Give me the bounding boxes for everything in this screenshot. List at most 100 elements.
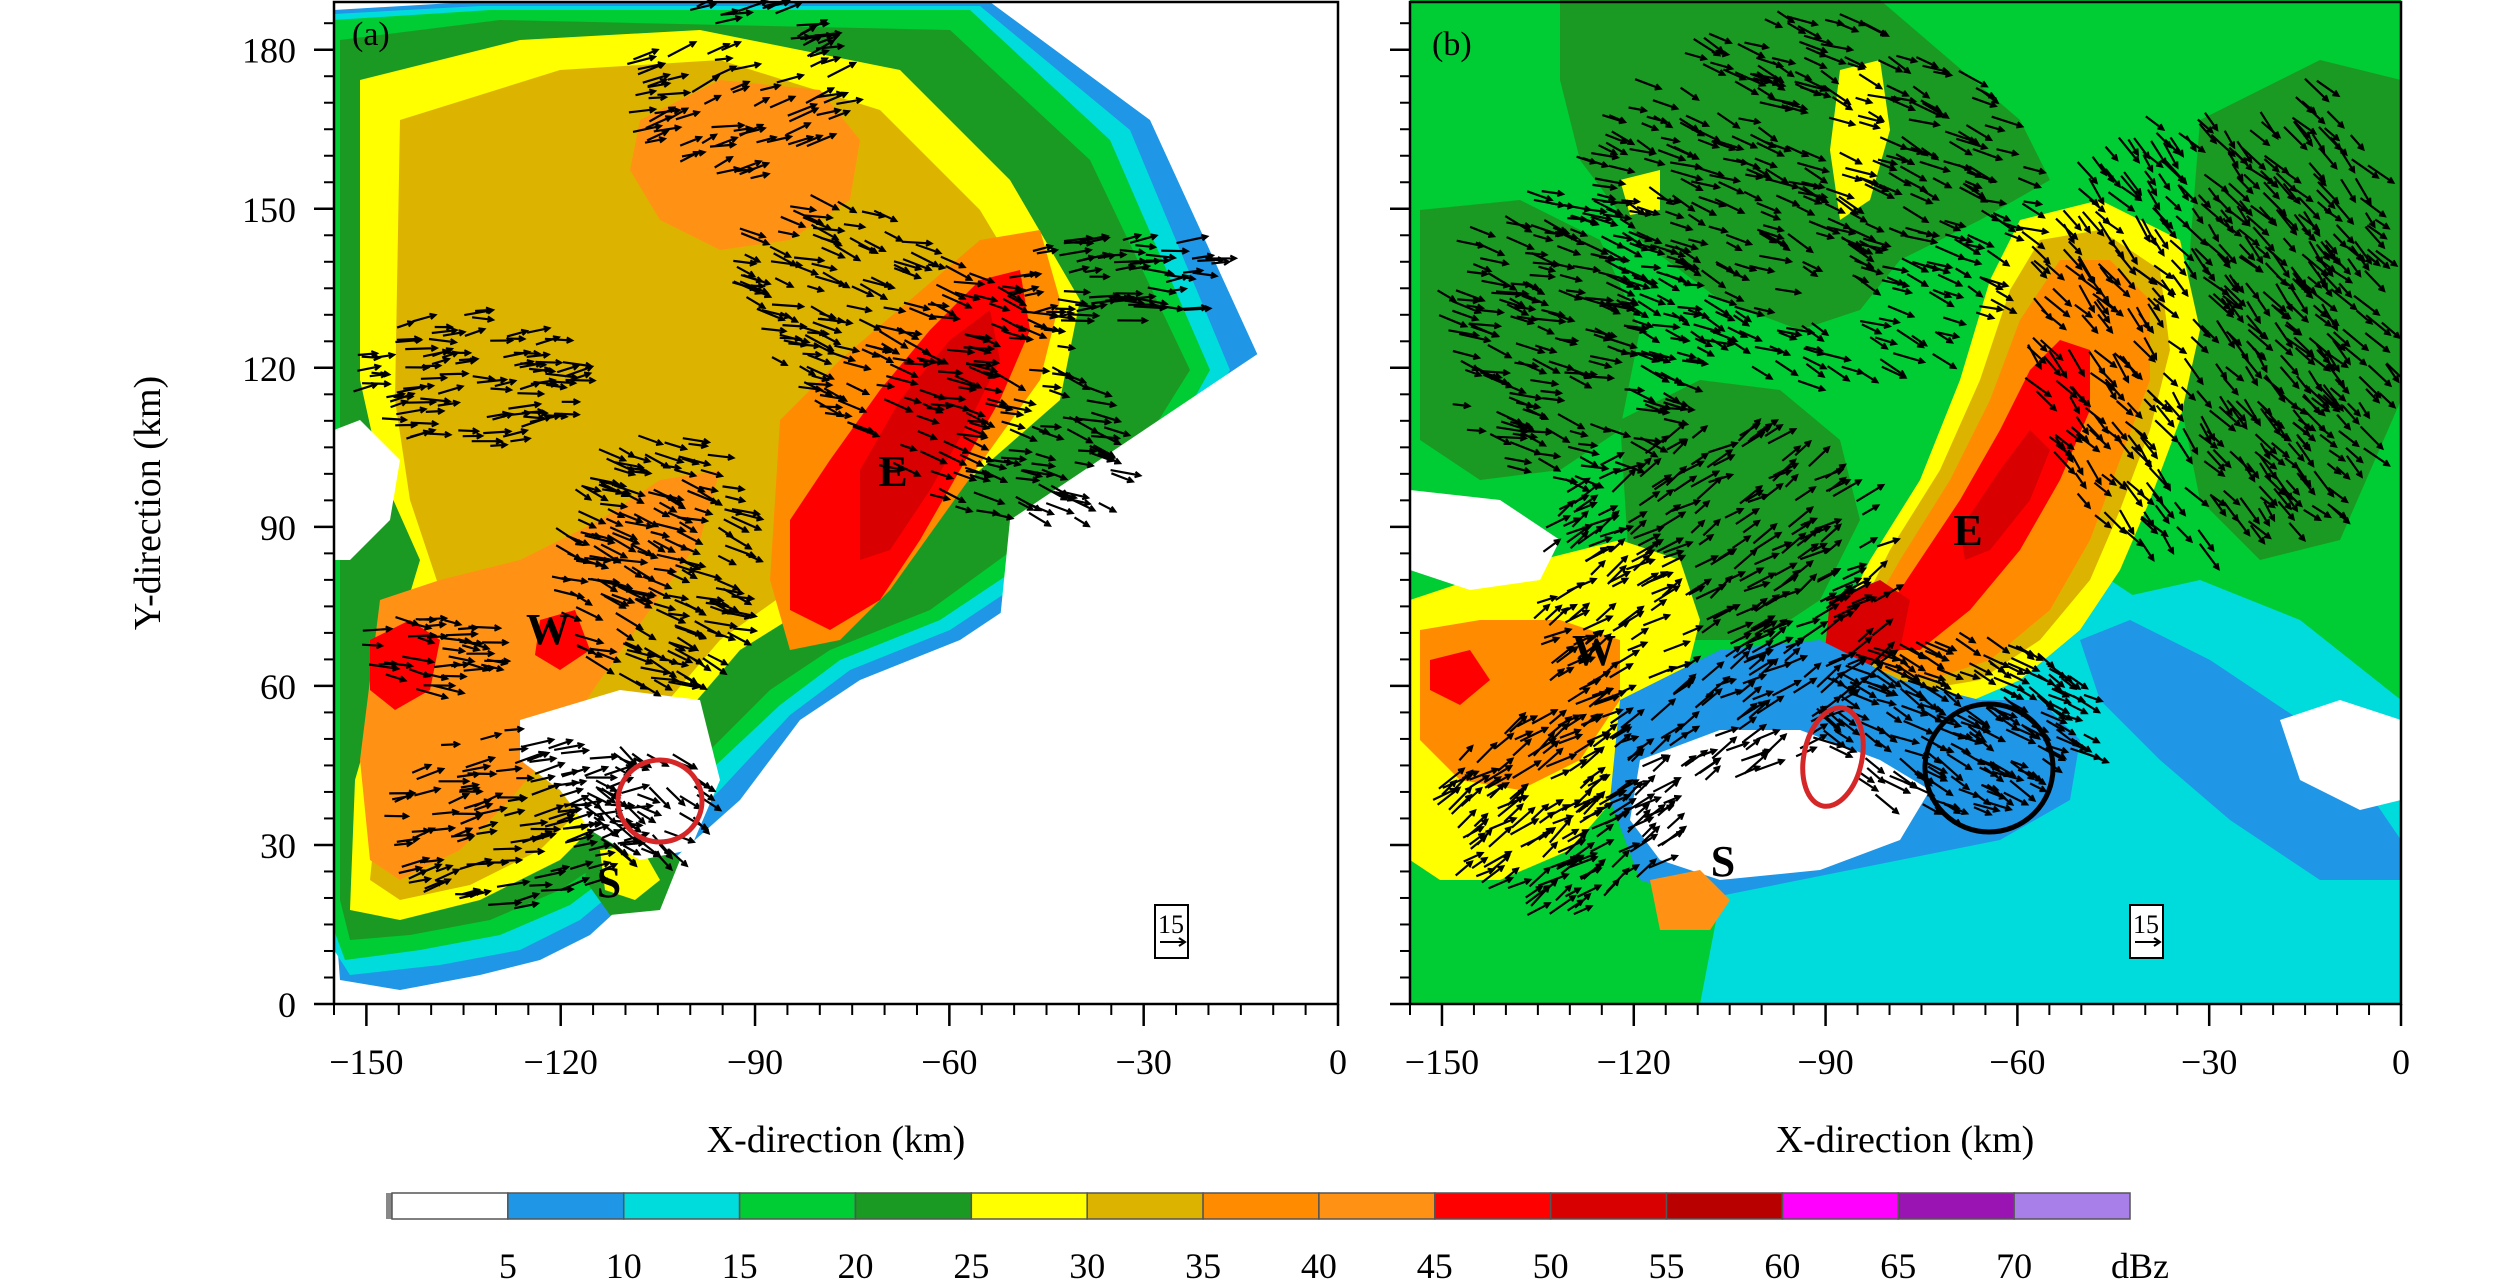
wind-arrow <box>1690 470 1721 488</box>
wind-arrow <box>1738 716 1758 731</box>
wind-arrow <box>1676 351 1698 360</box>
wind-arrow <box>2224 274 2239 294</box>
wind-arrow <box>2098 367 2118 388</box>
wind-arrow <box>1509 391 1544 402</box>
panel-b-reference-vector: 15 <box>2129 904 2164 959</box>
wind-arrow <box>1609 663 1634 679</box>
wind-arrow <box>503 349 532 359</box>
wind-arrow <box>700 468 725 479</box>
wind-arrow <box>545 372 579 381</box>
wind-arrow <box>2004 232 2025 242</box>
wind-arrow <box>1932 352 1958 370</box>
wind-arrow <box>1771 60 1795 78</box>
wind-arrow <box>1703 298 1731 317</box>
wind-arrow <box>559 876 591 892</box>
wind-arrow <box>723 518 750 533</box>
wind-arrow <box>2354 240 2373 265</box>
wind-arrow <box>622 844 642 856</box>
wind-arrow <box>1586 731 1611 743</box>
colorbar-swatch <box>854 1192 973 1220</box>
wind-arrow <box>2240 146 2267 171</box>
wind-arrow <box>1650 698 1677 722</box>
wind-arrow <box>510 435 532 443</box>
wind-arrow <box>1618 605 1645 627</box>
wind-arrow <box>2194 247 2214 267</box>
wind-arrow <box>2033 259 2052 275</box>
wind-arrow <box>707 42 731 55</box>
wind-arrow <box>1115 289 1144 298</box>
wind-arrow <box>1616 779 1634 792</box>
wind-arrow <box>1743 723 1768 743</box>
wind-arrow <box>916 414 940 425</box>
wind-arrow <box>1955 267 1973 279</box>
wind-arrow <box>1695 584 1727 600</box>
wind-arrow <box>1814 603 1840 620</box>
wind-arrow <box>1743 190 1763 202</box>
wind-arrow <box>1661 577 1683 597</box>
wind-arrow <box>1528 866 1552 888</box>
wind-arrow <box>681 149 707 158</box>
wind-arrow <box>742 273 765 284</box>
wind-arrow <box>442 646 467 655</box>
wind-arrow <box>707 653 729 666</box>
wind-arrow <box>2007 662 2033 675</box>
wind-arrow <box>1796 525 1824 547</box>
wind-arrow <box>1556 244 1582 256</box>
wind-arrow <box>2364 270 2386 293</box>
wind-arrow <box>2154 228 2169 250</box>
wind-arrow <box>1001 317 1027 332</box>
wind-arrow <box>1566 577 1598 593</box>
wind-arrow <box>1000 410 1025 418</box>
wind-arrow <box>1606 554 1629 578</box>
wind-arrow <box>1507 464 1533 475</box>
wind-arrow <box>2244 365 2259 387</box>
wind-arrow <box>754 289 773 299</box>
wind-arrow <box>2028 772 2047 786</box>
wind-arrow <box>1856 483 1886 503</box>
wind-arrow <box>648 786 671 810</box>
wind-arrow <box>1736 702 1758 721</box>
wind-arrow <box>2307 275 2323 289</box>
wind-arrow <box>2065 429 2083 444</box>
wind-arrow <box>431 327 459 335</box>
wind-arrow <box>1133 304 1168 312</box>
wind-arrow <box>938 487 967 504</box>
wind-arrow <box>606 457 637 473</box>
wind-arrow <box>1476 741 1498 764</box>
wind-arrow <box>1122 232 1143 242</box>
wind-arrow <box>466 649 496 658</box>
wind-arrow <box>1846 595 1878 609</box>
wind-arrow <box>2385 362 2401 379</box>
wind-arrow <box>1808 220 1841 235</box>
wind-arrow <box>921 350 950 365</box>
wind-arrow <box>1164 273 1197 282</box>
wind-arrow <box>665 786 686 807</box>
wind-arrow <box>585 655 615 675</box>
wind-arrow <box>738 512 765 522</box>
wind-arrow <box>1489 433 1512 445</box>
wind-arrow <box>2127 138 2140 157</box>
wind-arrow <box>1657 149 1687 162</box>
wind-arrow <box>2264 262 2288 287</box>
wind-arrow <box>1469 767 1500 781</box>
wind-arrow <box>598 652 622 664</box>
colorbar-tick-label: 30 <box>1069 1246 1105 1283</box>
wind-arrow <box>2146 180 2158 197</box>
wind-arrow <box>933 395 967 403</box>
wind-arrow <box>2138 491 2155 506</box>
wind-arrow <box>2374 218 2391 230</box>
wind-arrow <box>1641 263 1662 272</box>
wind-arrow <box>1652 754 1671 773</box>
wind-arrow <box>666 571 691 584</box>
wind-arrow <box>1598 468 1622 480</box>
wind-arrow <box>514 359 535 367</box>
wind-arrow <box>669 107 690 120</box>
wind-arrow <box>1764 232 1791 252</box>
wind-arrow <box>2223 189 2248 213</box>
wind-arrow <box>1822 715 1842 733</box>
wind-arrow <box>946 377 980 390</box>
wind-arrow <box>1466 818 1490 838</box>
panel-b-reference-label: 15 <box>2133 910 2159 939</box>
wind-arrow <box>1578 441 1599 449</box>
